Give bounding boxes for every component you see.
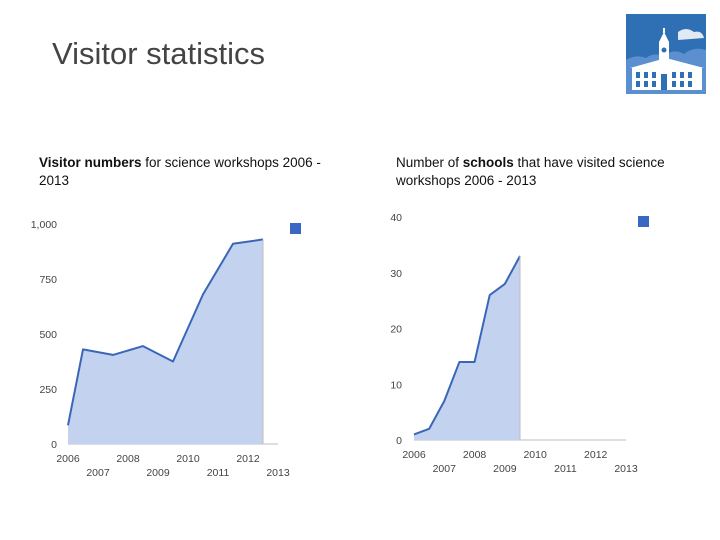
y-tick-label: 20 (390, 324, 402, 336)
x-tick-label: 2007 (433, 463, 457, 475)
x-tick-label: 2006 (402, 449, 426, 461)
y-tick-label: 1,000 (31, 219, 57, 231)
caption-bold: schools (462, 155, 514, 170)
caption-pre: Number of (396, 155, 463, 170)
series-area (68, 239, 263, 444)
caption-rest: that have visited science workshops 2006… (396, 155, 665, 188)
y-tick-label: 500 (39, 329, 57, 341)
x-tick-label: 2011 (554, 463, 577, 475)
x-tick-label: 2011 (207, 467, 230, 479)
x-tick-label: 2009 (146, 467, 170, 479)
x-tick-label: 2009 (493, 463, 517, 475)
x-tick-label: 2013 (266, 467, 290, 479)
x-tick-label: 2012 (584, 449, 608, 461)
y-tick-label: 30 (390, 268, 402, 280)
y-tick-label: 10 (390, 379, 402, 391)
x-tick-label: 2006 (56, 453, 80, 465)
y-tick-label: 40 (390, 212, 402, 224)
legend-marker (290, 223, 301, 234)
series-line (67, 238, 264, 426)
y-tick-label: 750 (39, 274, 57, 286)
series-line (413, 255, 521, 436)
legend-marker (638, 216, 649, 227)
caption-rest: for science workshops 2006 - 2013 (39, 155, 321, 188)
x-tick-label: 2013 (614, 463, 638, 475)
y-tick-label: 250 (39, 384, 57, 396)
x-tick-label: 2008 (116, 453, 140, 465)
chart-caption-schools: Number of schools that have visited scie… (396, 154, 696, 190)
x-tick-label: 2010 (176, 453, 200, 465)
town-hall-building-icon (626, 14, 706, 94)
caption-bold: Visitor numbers (39, 155, 142, 170)
visitor-numbers-chart: 0 250 500 750 1,000 2006 2007 2008 2009 2010 2011 2… (31, 219, 301, 479)
x-tick-label: 2010 (523, 449, 547, 461)
series-area (414, 256, 520, 440)
chart-caption-visitors: Visitor numbers for science workshops 20… (39, 154, 339, 190)
x-tick-label: 2008 (463, 449, 487, 461)
x-tick-label: 2007 (86, 467, 110, 479)
x-tick-label: 2012 (236, 453, 260, 465)
y-tick-label: 0 (51, 439, 57, 451)
slide-title: Visitor statistics (52, 36, 266, 71)
schools-chart: 0 10 20 30 40 2006 2007 2008 2009 2010 2011 2012 201… (390, 212, 649, 475)
y-tick-label: 0 (396, 435, 402, 447)
